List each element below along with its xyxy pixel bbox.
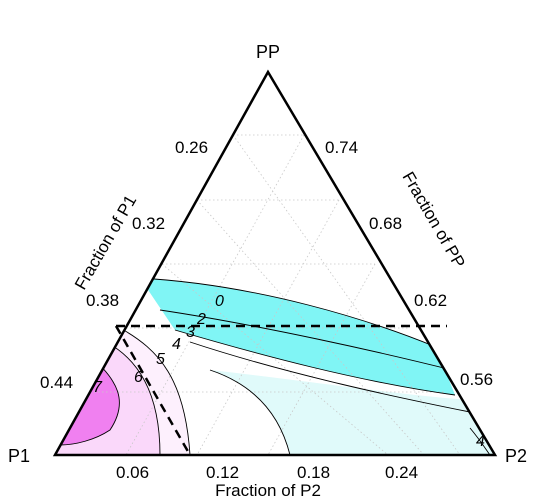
light-cyan-region bbox=[210, 370, 495, 455]
contour-label: 2 bbox=[196, 311, 206, 328]
left-tick-label: 0.44 bbox=[40, 373, 73, 392]
magenta-region bbox=[60, 360, 120, 445]
contour-line-7 bbox=[105, 341, 161, 455]
contour-lines bbox=[59, 277, 491, 455]
contour-label: 7 bbox=[93, 379, 103, 396]
left-tick-label: 0.32 bbox=[132, 214, 165, 233]
cyan-region bbox=[140, 278, 455, 395]
vertex-label-top: PP bbox=[256, 42, 280, 62]
contour-line-6 bbox=[119, 327, 191, 455]
reference-lines bbox=[114, 324, 447, 456]
bottom-tick-label: 0.12 bbox=[206, 463, 239, 482]
bottom-axis-title: Fraction of P2 bbox=[215, 481, 321, 499]
bottom-tick-label: 0.24 bbox=[385, 463, 418, 482]
right-tick-label: 0.62 bbox=[414, 291, 447, 310]
bottom-tick-label: 0.18 bbox=[297, 463, 330, 482]
contour-line-4 bbox=[189, 341, 471, 413]
contour-line-5 bbox=[209, 369, 291, 455]
grid-lines bbox=[90, 134, 461, 456]
reference-line-diagonal bbox=[114, 325, 192, 456]
vertex-label-left: P1 bbox=[8, 446, 30, 466]
contour-label: 4 bbox=[476, 433, 485, 450]
right-tick-label: 0.68 bbox=[369, 214, 402, 233]
contour-line-8 bbox=[59, 359, 120, 446]
left-axis-title: Fraction of P1 bbox=[71, 192, 140, 293]
right-tick-label: 0.74 bbox=[325, 138, 358, 157]
contour-label: 5 bbox=[156, 351, 165, 368]
contour-label: 6 bbox=[134, 369, 143, 386]
contour-line-4b bbox=[469, 427, 491, 455]
right-tick-label: 0.56 bbox=[460, 370, 493, 389]
contour-label: 3 bbox=[186, 324, 195, 341]
bottom-tick-label: 0.06 bbox=[116, 463, 149, 482]
left-tick-label: 0.26 bbox=[175, 138, 208, 157]
contour-line-3 bbox=[174, 329, 456, 396]
contour-label: 4 bbox=[172, 336, 181, 353]
vertex-label-right: P2 bbox=[505, 446, 527, 466]
right-axis-title: Fraction of PP bbox=[399, 169, 469, 272]
contour-line-2 bbox=[159, 309, 453, 371]
triangle-outline bbox=[52, 69, 498, 457]
contour-label: 0 bbox=[215, 293, 224, 310]
contour-line-0 bbox=[139, 277, 437, 348]
contour-labels: 0 2 3 4 5 6 7 4 bbox=[93, 293, 485, 450]
left-tick-label: 0.38 bbox=[86, 291, 119, 310]
